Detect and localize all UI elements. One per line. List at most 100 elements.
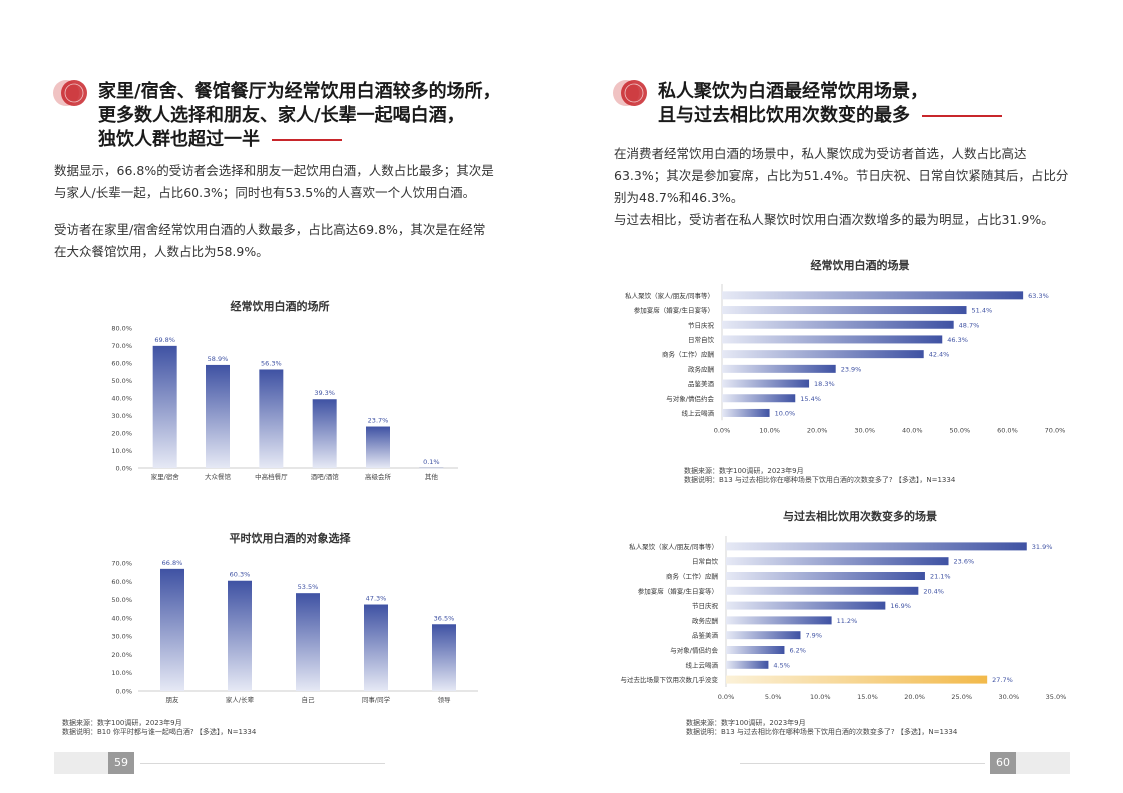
y-tick-label: 60.0%: [111, 360, 132, 368]
left-paragraph-1: 数据显示，66.8%的受访者会选择和朋友一起饮用白酒，人数占比最多；其次是 与家…: [54, 160, 524, 204]
bar: [228, 580, 252, 691]
y-tick-label: 20.0%: [111, 430, 132, 438]
data-label: 21.1%: [930, 573, 951, 581]
right-heading-line: 且与过去相比饮用次数变的最多: [658, 104, 1088, 128]
page-number-right: 60: [990, 752, 1016, 774]
left-heading: 家里/宿舍、餐馆餐厅为经常饮用白酒较多的场所， 更多数人选择和朋友、家人/长辈一…: [98, 80, 518, 152]
source-line: 数据说明：B10 你平时都与谁一起喝白酒? 【多选】，N=1334: [62, 728, 257, 736]
category-label: 政务应酬: [688, 364, 714, 373]
data-label: 47.3%: [366, 595, 387, 603]
category-label: 线上云喝酒: [686, 660, 719, 669]
x-tick-label: 酒吧/酒馆: [311, 472, 340, 481]
category-label: 线上云喝酒: [682, 408, 715, 417]
x-tick-label: 家里/宿舍: [151, 472, 180, 481]
data-label: 18.3%: [814, 380, 835, 388]
page-number-left: 59: [108, 752, 134, 774]
data-label: 60.3%: [230, 571, 251, 579]
paragraph-line: 数据显示，66.8%的受访者会选择和朋友一起饮用白酒，人数占比最多；其次是: [54, 163, 494, 178]
y-tick-label: 0.0%: [115, 688, 132, 696]
x-tick-label: 40.0%: [902, 426, 923, 434]
bar: [726, 616, 832, 625]
x-tick-label: 10.0%: [759, 426, 780, 434]
data-label: 20.4%: [923, 587, 944, 595]
category-label: 日常自饮: [688, 335, 715, 344]
left-footer-line: [140, 763, 385, 764]
bar: [726, 631, 801, 640]
heading-accent-line: [272, 139, 343, 141]
bar: [726, 646, 785, 654]
data-label: 0.1%: [423, 458, 440, 466]
bar: [160, 568, 184, 691]
y-tick-label: 20.0%: [111, 651, 132, 659]
bar: [722, 379, 810, 388]
x-tick-label: 家人/长辈: [226, 695, 255, 704]
data-label: 4.5%: [773, 661, 790, 669]
bar: [722, 350, 924, 359]
category-label: 私人聚饮（家人/朋友/同事等）: [629, 542, 718, 551]
bar: [722, 364, 836, 373]
bar: [722, 394, 796, 403]
x-tick-label: 10.0%: [810, 693, 831, 700]
bar: [432, 624, 456, 691]
bar: [726, 542, 1027, 551]
bar: [726, 675, 988, 684]
x-tick-label: 5.0%: [765, 693, 782, 700]
right-heading-line: 私人聚饮为白酒最经常饮用场景，: [658, 81, 928, 102]
y-tick-label: 50.0%: [111, 377, 132, 385]
category-label: 商务（工作）应酬: [666, 572, 718, 581]
x-tick-label: 其他: [425, 472, 439, 481]
bar: [419, 467, 444, 469]
paragraph-line: 63.3%；其次是参加宴席，占比为51.4%。节日庆祝、日常自饮紧随其后，占比分: [614, 168, 1069, 183]
paragraph-line: 与过去相比，受访者在私人聚饮时饮用白酒次数增多的最为明显，占比31.9%。: [614, 212, 1054, 227]
category-label: 参加宴席（婚宴/生日宴等）: [634, 306, 714, 315]
x-tick-label: 高级会所: [365, 472, 392, 481]
left-source: 数据来源：数字100调研，2023年9月 数据说明：B10 你平时都与谁一起喝白…: [62, 719, 462, 737]
bar: [726, 572, 925, 580]
category-label: 节日庆祝: [692, 601, 719, 610]
paragraph-line: 在大众餐馆饮用，人数占比为58.9%。: [54, 244, 269, 259]
bar: [722, 291, 1024, 300]
right-paragraph: 在消费者经常饮用白酒的场景中，私人聚饮成为受访者首选，人数占比高达 63.3%；…: [614, 143, 1094, 231]
data-label: 23.6%: [954, 558, 975, 566]
bar: [312, 399, 337, 468]
x-tick-label: 同事/同学: [362, 695, 391, 704]
data-label: 56.3%: [261, 359, 282, 367]
source-line: 数据说明：B13 与过去相比你在哪种场景下饮用白酒的次数变多了? 【多选】，N=…: [684, 476, 956, 484]
data-label: 27.7%: [992, 676, 1013, 684]
bar: [722, 408, 770, 417]
data-label: 51.4%: [972, 307, 993, 315]
category-label: 与对象/情侣约会: [666, 394, 714, 403]
data-label: 53.5%: [298, 583, 319, 591]
category-label: 与过去比场景下饮用次数几乎没变: [621, 675, 719, 684]
category-label: 私人聚饮（家人/朋友/同事等）: [625, 291, 714, 300]
bar: [726, 586, 919, 595]
increase-chart: 私人聚饮（家人/朋友/同事等） 31.9% 日常自饮 23.6% 商务（工作）应酬 21.…: [621, 536, 1066, 700]
data-label: 58.9%: [208, 355, 229, 363]
x-tick-label: 自己: [302, 695, 316, 704]
heading-accent-line: [922, 115, 1003, 117]
y-tick-label: 0.0%: [115, 465, 132, 473]
data-label: 23.9%: [841, 365, 862, 373]
places-chart-title: 经常饮用白酒的场所: [230, 300, 330, 313]
companions-chart-title: 平时饮用白酒的对象选择: [229, 532, 351, 545]
category-label: 节日庆祝: [688, 320, 715, 329]
right-source-2: 数据来源：数字100调研，2023年9月 数据说明：B13 与过去相比你在哪种场…: [686, 719, 1086, 737]
data-label: 16.9%: [890, 602, 911, 610]
x-tick-label: 15.0%: [857, 693, 878, 700]
x-tick-label: 0.0%: [718, 693, 735, 700]
category-label: 品鉴美酒: [688, 379, 715, 388]
bar: [364, 604, 388, 691]
data-label: 48.7%: [959, 321, 980, 329]
heading-logo-icon: [612, 78, 656, 108]
scenes-chart: 私人聚饮（家人/朋友/同事等） 63.3% 参加宴席（婚宴/生日宴等） 51.4% 节日…: [625, 284, 1065, 434]
data-label: 39.3%: [314, 389, 335, 397]
left-heading-line: 更多数人选择和朋友、家人/长辈一起喝白酒，: [98, 105, 465, 126]
y-tick-label: 80.0%: [111, 325, 132, 333]
x-tick-label: 0.0%: [714, 426, 731, 434]
right-heading: 私人聚饮为白酒最经常饮用场景， 且与过去相比饮用次数变的最多: [658, 80, 1088, 128]
x-tick-label: 60.0%: [997, 426, 1018, 434]
y-tick-label: 10.0%: [111, 447, 132, 455]
scenes-chart-title: 经常饮用白酒的场景: [810, 259, 910, 272]
left-heading-line: 独饮人群也超过一半: [98, 128, 518, 152]
category-label: 参加宴席（婚宴/生日宴等）: [638, 586, 718, 595]
